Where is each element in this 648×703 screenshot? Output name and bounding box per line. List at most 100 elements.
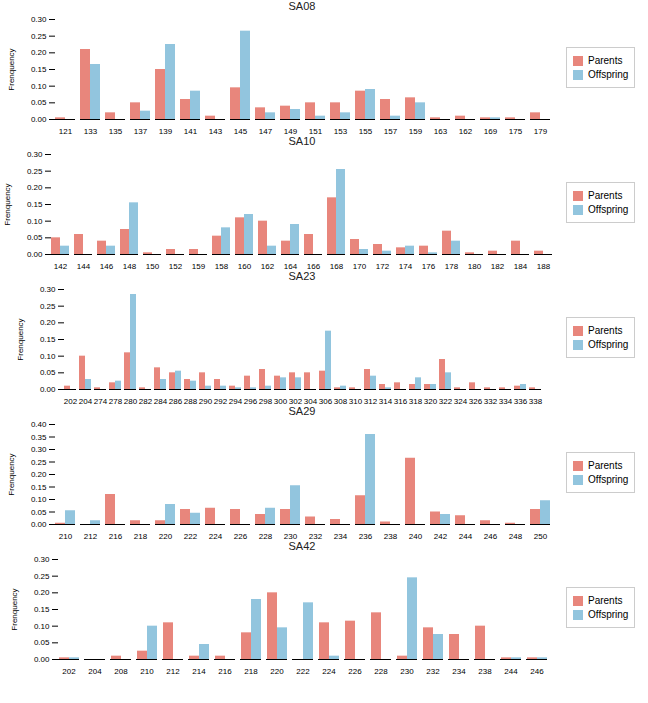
svg-text:218: 218: [244, 667, 258, 675]
svg-text:0.20: 0.20: [34, 588, 50, 597]
svg-text:274: 274: [94, 397, 108, 405]
svg-text:232: 232: [426, 667, 440, 675]
svg-text:244: 244: [504, 667, 518, 675]
svg-text:238: 238: [478, 667, 492, 675]
svg-text:Frenquency: Frenquency: [3, 183, 12, 225]
svg-text:326: 326: [469, 397, 483, 405]
svg-text:0.30: 0.30: [40, 285, 56, 294]
svg-text:0.00: 0.00: [40, 385, 56, 394]
svg-text:220: 220: [270, 667, 284, 675]
svg-text:0.05: 0.05: [27, 233, 43, 242]
svg-text:148: 148: [123, 262, 137, 270]
svg-text:166: 166: [307, 262, 321, 270]
svg-text:284: 284: [154, 397, 168, 405]
svg-text:158: 158: [215, 262, 229, 270]
svg-text:182: 182: [491, 262, 505, 270]
svg-text:Frenquency: Frenquency: [7, 453, 16, 495]
svg-text:306: 306: [319, 397, 333, 405]
svg-text:162: 162: [261, 262, 275, 270]
svg-text:141: 141: [184, 127, 198, 135]
svg-text:280: 280: [124, 397, 138, 405]
svg-text:226: 226: [348, 667, 362, 675]
svg-text:0.25: 0.25: [27, 167, 43, 176]
svg-text:0.10: 0.10: [31, 82, 47, 91]
svg-text:278: 278: [109, 397, 123, 405]
svg-text:292: 292: [214, 397, 228, 405]
svg-text:282: 282: [139, 397, 153, 405]
svg-text:159: 159: [192, 262, 206, 270]
svg-text:150: 150: [146, 262, 160, 270]
svg-text:163: 163: [434, 127, 448, 135]
svg-text:214: 214: [192, 667, 206, 675]
svg-text:121: 121: [59, 127, 73, 135]
svg-text:210: 210: [140, 667, 154, 675]
svg-text:133: 133: [84, 127, 98, 135]
svg-text:234: 234: [334, 532, 348, 540]
svg-text:224: 224: [322, 667, 336, 675]
svg-text:0.20: 0.20: [31, 48, 47, 57]
svg-text:159: 159: [409, 127, 423, 135]
svg-text:294: 294: [229, 397, 243, 405]
svg-text:0.10: 0.10: [31, 495, 47, 504]
svg-text:0.20: 0.20: [31, 470, 47, 479]
svg-text:149: 149: [284, 127, 298, 135]
svg-text:336: 336: [514, 397, 528, 405]
svg-text:162: 162: [459, 127, 473, 135]
svg-text:0.00: 0.00: [31, 520, 47, 529]
svg-text:157: 157: [384, 127, 398, 135]
svg-text:216: 216: [218, 667, 232, 675]
svg-text:178: 178: [445, 262, 459, 270]
svg-text:312: 312: [364, 397, 378, 405]
svg-text:0.15: 0.15: [31, 483, 47, 492]
svg-text:146: 146: [100, 262, 114, 270]
svg-text:0.20: 0.20: [40, 318, 56, 327]
svg-text:0.05: 0.05: [34, 638, 50, 647]
svg-text:143: 143: [209, 127, 223, 135]
svg-text:320: 320: [424, 397, 438, 405]
svg-text:0.25: 0.25: [31, 458, 47, 467]
svg-text:334: 334: [499, 397, 513, 405]
svg-text:0.30: 0.30: [34, 555, 50, 564]
svg-text:236: 236: [359, 532, 373, 540]
svg-text:0.00: 0.00: [27, 250, 43, 259]
svg-text:226: 226: [234, 532, 248, 540]
svg-text:0.15: 0.15: [34, 605, 50, 614]
svg-text:168: 168: [330, 262, 344, 270]
svg-text:228: 228: [374, 667, 388, 675]
svg-text:0.15: 0.15: [31, 65, 47, 74]
svg-text:232: 232: [309, 532, 323, 540]
svg-text:0.05: 0.05: [40, 368, 56, 377]
svg-text:288: 288: [184, 397, 198, 405]
svg-text:222: 222: [184, 532, 198, 540]
svg-text:0.05: 0.05: [31, 98, 47, 107]
svg-text:218: 218: [134, 532, 148, 540]
svg-text:296: 296: [244, 397, 258, 405]
svg-text:152: 152: [169, 262, 183, 270]
svg-text:151: 151: [309, 127, 323, 135]
svg-text:Frenquency: Frenquency: [16, 318, 25, 360]
svg-text:244: 244: [459, 532, 473, 540]
svg-text:176: 176: [422, 262, 436, 270]
svg-text:210: 210: [59, 532, 73, 540]
svg-text:0.00: 0.00: [31, 115, 47, 124]
svg-text:0.15: 0.15: [40, 335, 56, 344]
svg-text:248: 248: [509, 532, 523, 540]
svg-text:0.30: 0.30: [31, 15, 47, 24]
svg-text:250: 250: [534, 532, 548, 540]
svg-text:212: 212: [84, 532, 98, 540]
svg-text:0.30: 0.30: [27, 150, 43, 159]
svg-text:216: 216: [109, 532, 123, 540]
svg-text:0.30: 0.30: [31, 445, 47, 454]
svg-text:142: 142: [54, 262, 68, 270]
svg-text:0.15: 0.15: [27, 200, 43, 209]
svg-text:304: 304: [304, 397, 318, 405]
svg-text:316: 316: [394, 397, 408, 405]
svg-text:246: 246: [530, 667, 544, 675]
svg-text:300: 300: [274, 397, 288, 405]
svg-text:164: 164: [284, 262, 298, 270]
svg-text:Frenquency: Frenquency: [10, 588, 19, 630]
svg-text:135: 135: [109, 127, 123, 135]
svg-text:286: 286: [169, 397, 183, 405]
svg-text:0.25: 0.25: [34, 572, 50, 581]
svg-text:0.40: 0.40: [31, 420, 47, 429]
